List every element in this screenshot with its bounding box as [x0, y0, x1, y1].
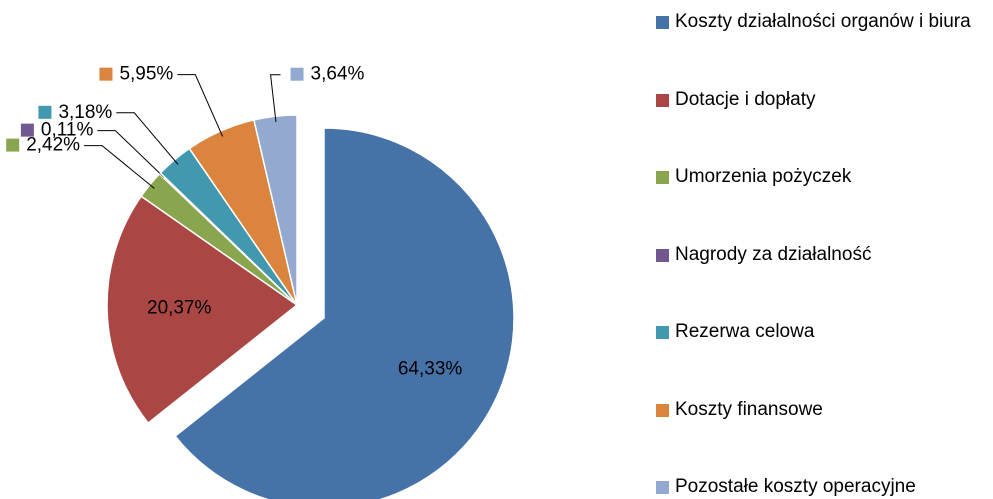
label-key — [6, 138, 20, 152]
data-label: 3,64% — [311, 64, 365, 85]
legend-item: Rezerwa celowa — [656, 320, 985, 344]
legend-item: Pozostałe koszty operacyjne — [656, 475, 985, 499]
legend-label: Dotacje i dopłaty — [675, 88, 816, 110]
legend-swatch — [656, 248, 669, 262]
legend-label: Rezerwa celowa — [675, 321, 815, 342]
data-label: 5,95% — [119, 64, 173, 85]
label-key — [20, 123, 34, 137]
data-label: 0,11% — [41, 120, 94, 141]
legend-item: Koszty działalności organów i biura — [656, 10, 985, 34]
legend-swatch — [656, 403, 669, 417]
pie-slice — [106, 195, 299, 425]
data-label: 2,42% — [26, 135, 80, 156]
pie-area: 64,33% 20,37% 2,42%0,11%3,18% 5,95% 3,64% — [6, 64, 515, 499]
data-label: 3,18% — [58, 102, 112, 123]
legend-label: Nagrody za działalność — [675, 243, 872, 265]
legend-item: Koszty finansowe — [656, 398, 985, 422]
legend-swatch — [656, 326, 669, 339]
legend-swatch — [656, 16, 669, 29]
legend-label: Pozostałe koszty operacyjne — [675, 476, 916, 497]
data-label: 64,33% — [398, 358, 463, 379]
leader-line — [269, 74, 281, 122]
legend-label: Koszty działalności organów i biura — [675, 11, 971, 32]
label-key — [99, 67, 113, 81]
legend-item: Umorzenia pożyczek — [656, 165, 985, 189]
data-label: 20,37% — [147, 298, 212, 319]
leader-line — [97, 130, 165, 178]
legend-item: Nagrody za działalność — [656, 243, 985, 267]
pie-slice — [174, 127, 515, 499]
legend-item: Dotacje i dopłaty — [656, 88, 985, 112]
legend-label: Umorzenia pożyczek — [675, 166, 852, 187]
legend-swatch — [656, 93, 669, 107]
legend-swatch — [656, 481, 669, 494]
leader-line — [177, 74, 224, 137]
leader-line — [116, 112, 179, 165]
label-key — [38, 105, 52, 119]
leader-line — [84, 145, 155, 189]
legend-swatch — [656, 171, 669, 184]
label-key — [290, 67, 304, 81]
legend-label: Koszty finansowe — [675, 398, 823, 420]
